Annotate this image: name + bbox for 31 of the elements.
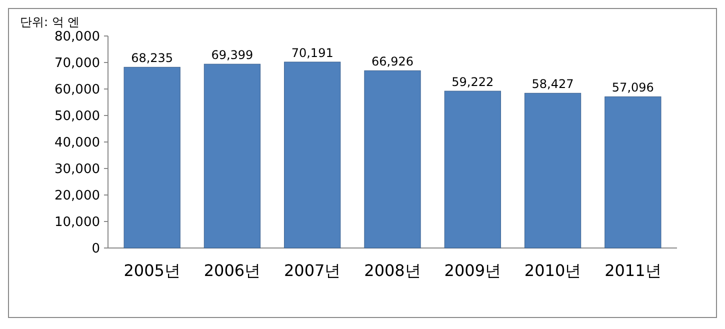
- data-label: 69,399: [211, 48, 254, 62]
- data-label: 57,096: [612, 80, 654, 95]
- y-tick-label: 0: [92, 242, 100, 257]
- data-label: 58,427: [532, 77, 574, 92]
- y-tick-label: 70,000: [54, 56, 100, 72]
- data-label: 68,235: [131, 51, 174, 66]
- x-tick-label: 2008년: [364, 261, 421, 280]
- bar: [364, 70, 421, 248]
- bar: [204, 64, 261, 248]
- x-tick-label: 2005년: [124, 261, 180, 280]
- bar: [604, 96, 662, 248]
- y-tick-label: 30,000: [54, 162, 100, 178]
- x-tick-label: 2007년: [284, 261, 341, 280]
- x-tick-label: 2006년: [204, 261, 261, 280]
- x-tick-label: 2009년: [444, 261, 501, 280]
- bar: [124, 66, 180, 248]
- y-tick-label: 40,000: [54, 136, 100, 151]
- bar: [524, 92, 582, 248]
- x-tick-label: 2011년: [604, 261, 662, 280]
- y-tick-label: 10,000: [54, 215, 100, 230]
- data-label: 70,191: [291, 46, 334, 60]
- data-label: 66,926: [372, 54, 414, 69]
- y-tick-label: 20,000: [54, 188, 100, 204]
- bar: [444, 90, 501, 248]
- y-tick-label: 80,000: [54, 30, 100, 45]
- x-tick-label: 2010년: [524, 261, 582, 280]
- y-axis-title: 단위: 억 엔: [20, 15, 80, 29]
- bar: [284, 62, 341, 248]
- data-label: 59,222: [452, 75, 494, 90]
- y-tick-label: 50,000: [54, 109, 100, 124]
- y-tick-label: 60,000: [54, 82, 100, 98]
